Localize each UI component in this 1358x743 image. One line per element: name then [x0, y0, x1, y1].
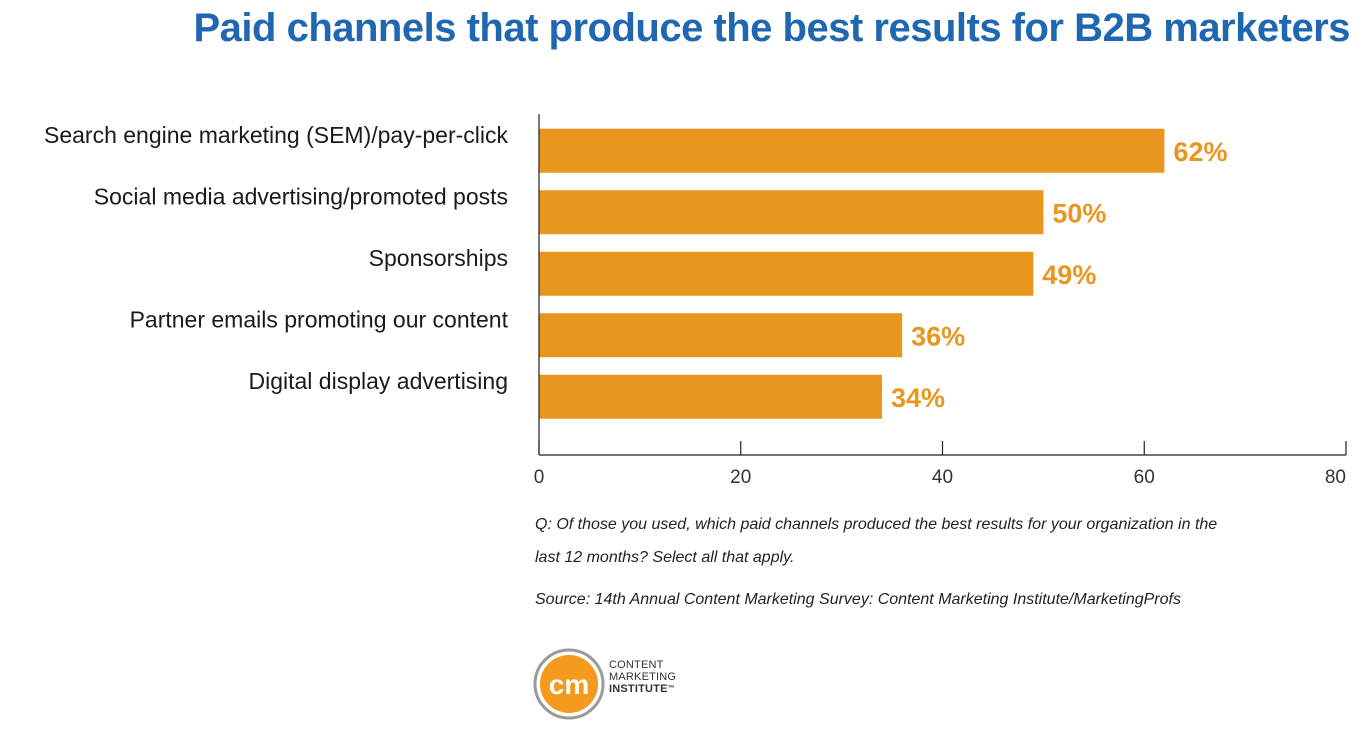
logo-trademark: ™	[667, 685, 675, 692]
x-tick-label-80: 80	[1325, 467, 1346, 488]
source-note: Source: 14th Annual Content Marketing Su…	[535, 591, 1181, 608]
x-tick-label-20: 20	[730, 467, 751, 488]
cmi-logo-icon: cm	[533, 648, 605, 720]
category-label-1: Search engine marketing (SEM)/pay-per-cl…	[44, 122, 509, 148]
logo-line-content: CONTENT	[609, 659, 664, 671]
bar-5	[539, 374, 882, 419]
x-axis: 0 20 40 60 80	[534, 114, 1347, 488]
x-tick-label-40: 40	[932, 467, 953, 488]
logo-wordmark: CONTENT MARKETING INSTITUTE™	[609, 659, 676, 695]
question-note-line2: last 12 months? Select all that apply.	[535, 549, 795, 566]
bar-2	[539, 190, 1044, 235]
logo-mark: cm	[549, 669, 589, 700]
chart-title: Paid channels that produce the best resu…	[193, 6, 1350, 50]
question-note-line1: Q: Of those you used, which paid channel…	[535, 516, 1218, 533]
category-label-2: Social media advertising/promoted posts	[94, 183, 508, 209]
bars-group	[539, 128, 1165, 419]
x-tick-label-60: 60	[1134, 467, 1155, 488]
logo-line-institute: INSTITUTE	[609, 683, 668, 695]
logo-line-marketing: MARKETING	[609, 671, 677, 683]
value-label-5: 34%	[891, 383, 945, 413]
bar-4	[539, 313, 903, 358]
category-label-3: Sponsorships	[369, 245, 508, 271]
bar-3	[539, 251, 1034, 296]
category-label-4: Partner emails promoting our content	[130, 306, 509, 332]
value-label-2: 50%	[1052, 198, 1106, 228]
category-label-5: Digital display advertising	[248, 368, 508, 394]
category-labels: Search engine marketing (SEM)/pay-per-cl…	[44, 122, 509, 394]
value-label-3: 49%	[1042, 260, 1096, 290]
bar-chart: Search engine marketing (SEM)/pay-per-cl…	[44, 114, 1347, 488]
x-tick-label-0: 0	[534, 467, 545, 488]
value-label-4: 36%	[911, 321, 965, 351]
value-label-1: 62%	[1173, 137, 1227, 167]
value-labels: 62% 50% 49% 36% 34%	[891, 137, 1227, 413]
bar-1	[539, 128, 1165, 173]
